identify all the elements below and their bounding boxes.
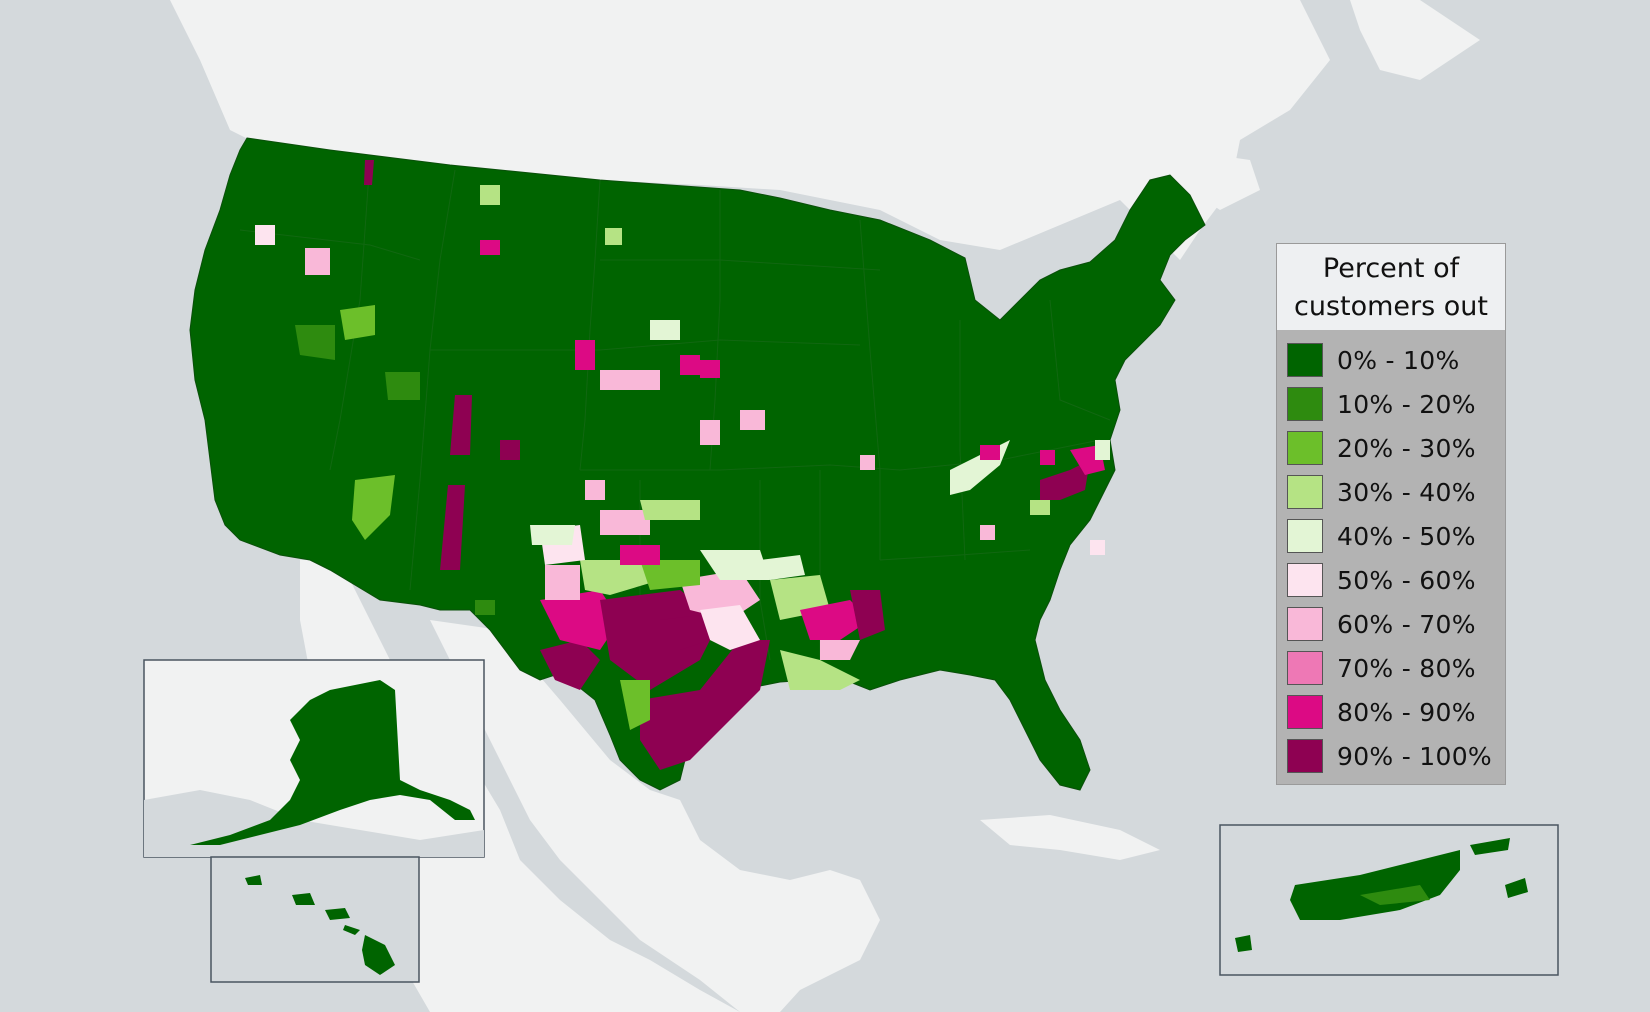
legend-swatch bbox=[1287, 695, 1323, 729]
legend-label: 50% - 60% bbox=[1337, 565, 1476, 595]
legend-swatch bbox=[1287, 651, 1323, 685]
legend-swatch bbox=[1287, 343, 1323, 377]
legend-swatch bbox=[1287, 387, 1323, 421]
legend-label: 70% - 80% bbox=[1337, 653, 1476, 683]
contiguous-us-shape bbox=[189, 137, 1206, 791]
legend-item: 90% - 100% bbox=[1287, 734, 1495, 778]
legend-item: 10% - 20% bbox=[1287, 382, 1495, 426]
legend-label: 90% - 100% bbox=[1337, 741, 1492, 771]
legend-label: 20% - 30% bbox=[1337, 433, 1476, 463]
legend-items: 0% - 10% 10% - 20% 20% - 30% 30% - 40% 40% -… bbox=[1277, 330, 1505, 784]
legend-item: 60% - 70% bbox=[1287, 602, 1495, 646]
puerto-rico-inset bbox=[1219, 824, 1559, 976]
legend-title: Percent of customers out bbox=[1277, 244, 1505, 330]
legend-label: 10% - 20% bbox=[1337, 389, 1476, 419]
legend-item: 30% - 40% bbox=[1287, 470, 1495, 514]
legend-swatch bbox=[1287, 475, 1323, 509]
legend-label: 40% - 50% bbox=[1337, 521, 1476, 551]
legend-label: 30% - 40% bbox=[1337, 477, 1476, 507]
legend-swatch bbox=[1287, 739, 1323, 773]
legend-swatch bbox=[1287, 519, 1323, 553]
alaska-inset bbox=[143, 659, 485, 858]
legend-label: 0% - 10% bbox=[1337, 345, 1460, 375]
legend-label: 60% - 70% bbox=[1337, 609, 1476, 639]
legend-item: 40% - 50% bbox=[1287, 514, 1495, 558]
legend-swatch bbox=[1287, 431, 1323, 465]
legend-item: 20% - 30% bbox=[1287, 426, 1495, 470]
outage-areas bbox=[255, 160, 1110, 770]
legend-item: 50% - 60% bbox=[1287, 558, 1495, 602]
legend: Percent of customers out 0% - 10% 10% - 2… bbox=[1276, 243, 1506, 785]
legend-title-line2: customers out bbox=[1293, 291, 1488, 322]
legend-item: 80% - 90% bbox=[1287, 690, 1495, 734]
hawaii-inset bbox=[210, 856, 420, 983]
legend-item: 70% - 80% bbox=[1287, 646, 1495, 690]
legend-title-line1: Percent of bbox=[1322, 253, 1460, 284]
legend-swatch bbox=[1287, 563, 1323, 597]
legend-item: 0% - 10% bbox=[1287, 338, 1495, 382]
legend-swatch bbox=[1287, 607, 1323, 641]
legend-label: 80% - 90% bbox=[1337, 697, 1476, 727]
